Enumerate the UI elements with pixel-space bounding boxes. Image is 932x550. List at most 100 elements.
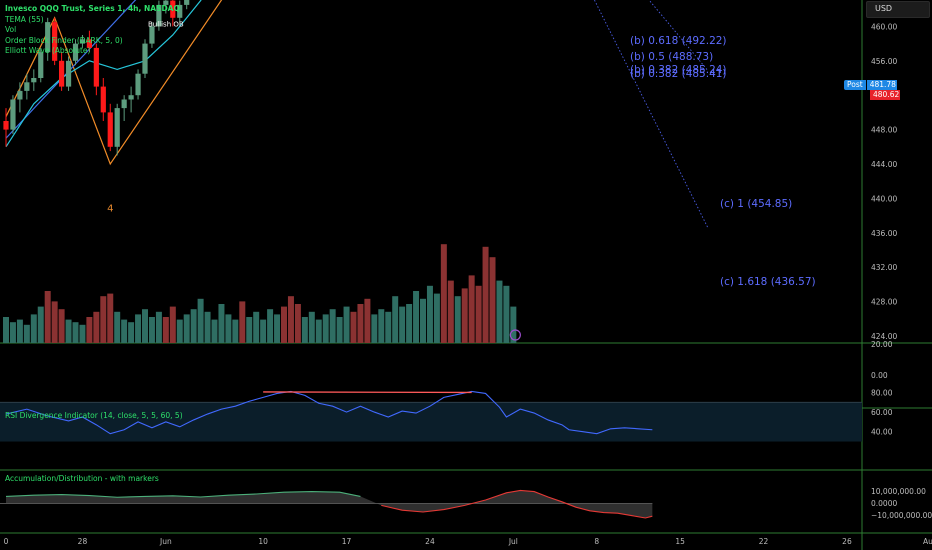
candle-body [184, 0, 190, 5]
candle-body [163, 0, 169, 5]
candle[interactable] [142, 39, 148, 78]
volume-bar [44, 291, 51, 343]
volume-bar [287, 296, 294, 343]
candle[interactable] [149, 22, 155, 48]
ad-axis-label: 10,000,000.00 [871, 487, 926, 496]
volume-bar [322, 314, 329, 343]
last-price-tag: 480.62 [870, 90, 900, 100]
candle-body [100, 86, 106, 113]
time-axis-label: 8 [594, 537, 599, 546]
indicator-elliott-wave[interactable]: Elliott Wave (Absolute) [5, 46, 91, 55]
candle[interactable] [114, 103, 120, 156]
time-axis-label: 24 [425, 537, 435, 546]
time-axis-label: 15 [675, 537, 685, 546]
volume-bar [440, 244, 447, 343]
candle-body [31, 78, 37, 83]
candle[interactable] [17, 82, 23, 113]
volume-bar [301, 317, 308, 343]
candle[interactable] [100, 78, 106, 121]
volume-bar [79, 324, 86, 343]
volume-bar [392, 296, 399, 343]
time-axis-label: 26 [842, 537, 852, 546]
volume-bar [176, 319, 183, 343]
rsi-band [0, 402, 862, 442]
wave-projection-line [648, 0, 709, 71]
volume-bar [503, 285, 510, 343]
volume-bar [107, 293, 114, 343]
price-axis-label: 460.00 [871, 22, 897, 31]
candle[interactable] [107, 103, 113, 152]
volume-bar [204, 311, 211, 343]
candle[interactable] [184, 0, 190, 10]
volume-bar [72, 322, 79, 343]
candle[interactable] [121, 95, 127, 121]
candle[interactable] [3, 108, 9, 147]
candle[interactable] [79, 35, 86, 48]
volume-bar [454, 296, 461, 343]
volume-bar [30, 314, 37, 343]
candle[interactable] [38, 47, 44, 83]
volume-bar [496, 280, 503, 343]
volume-bar [343, 306, 350, 343]
price-axis-label: 424.00 [871, 332, 897, 341]
volume-bar [169, 306, 176, 343]
candle[interactable] [135, 69, 141, 100]
candle[interactable] [24, 73, 30, 100]
volume-bar [447, 280, 454, 343]
candle[interactable] [31, 69, 37, 91]
ad-axis-label: 0.0000 [871, 499, 897, 508]
symbol-title[interactable]: Invesco QQQ Trust, Series 1, 4h, NASDAQ [5, 4, 180, 13]
candle-body [24, 82, 30, 91]
post-price-tag: Post 481.78 [844, 80, 897, 90]
candle[interactable] [163, 0, 169, 14]
alert-icon[interactable] [509, 329, 521, 341]
indicator-order-block[interactable]: Order Block Finder (DARK, 5, 0) [5, 35, 123, 45]
rsi-title: RSI Divergence Indicator (14, close, 5, … [5, 411, 183, 420]
candle[interactable] [170, 0, 176, 27]
candle[interactable] [65, 56, 72, 91]
candle[interactable] [156, 0, 162, 31]
candle-body [107, 112, 113, 147]
candle[interactable] [45, 17, 51, 61]
candle[interactable] [72, 39, 79, 66]
candle[interactable] [86, 30, 92, 53]
wave-projection-line [593, 0, 709, 229]
candle[interactable] [10, 95, 16, 134]
volume-bar [371, 314, 378, 343]
candle-body [142, 43, 148, 74]
candles [3, 0, 190, 156]
ad-axis-label: −10,000,000.00 [871, 511, 932, 520]
currency-button[interactable]: USD [866, 1, 930, 18]
post-label: Post [844, 80, 866, 90]
candle-body [52, 22, 58, 61]
candle[interactable] [177, 0, 183, 23]
candle-body [65, 60, 72, 87]
ad-title: Accumulation/Distribution - with markers [5, 474, 159, 483]
osc-axis-label: 20.00 [871, 340, 893, 349]
candle[interactable] [93, 43, 99, 96]
candle[interactable] [52, 17, 58, 66]
volume-bar [211, 319, 218, 343]
candle[interactable] [59, 52, 65, 91]
indicator-tema[interactable]: TEMA (55) [5, 14, 44, 24]
volume-bar [267, 309, 274, 343]
indicator-vol[interactable]: Vol [5, 25, 17, 34]
wave-label: 4 [107, 203, 113, 214]
volume-bar [281, 306, 287, 343]
candle-body [72, 43, 79, 61]
volume-bar [350, 311, 357, 343]
price-axis-label: 444.00 [871, 160, 897, 169]
candle-body [170, 0, 176, 18]
candle-body [86, 39, 92, 48]
volume-bar [378, 309, 385, 343]
volume-bar [218, 304, 225, 343]
volume-bar [93, 311, 100, 343]
candle[interactable] [128, 86, 134, 113]
candle-body [45, 22, 51, 53]
currency-label: USD [875, 4, 893, 13]
fib-target-label: (b) 0.5 (488.73) [630, 51, 713, 63]
price-axis-label: 456.00 [871, 57, 897, 66]
rsi-axis-label: 60.00 [871, 408, 893, 417]
